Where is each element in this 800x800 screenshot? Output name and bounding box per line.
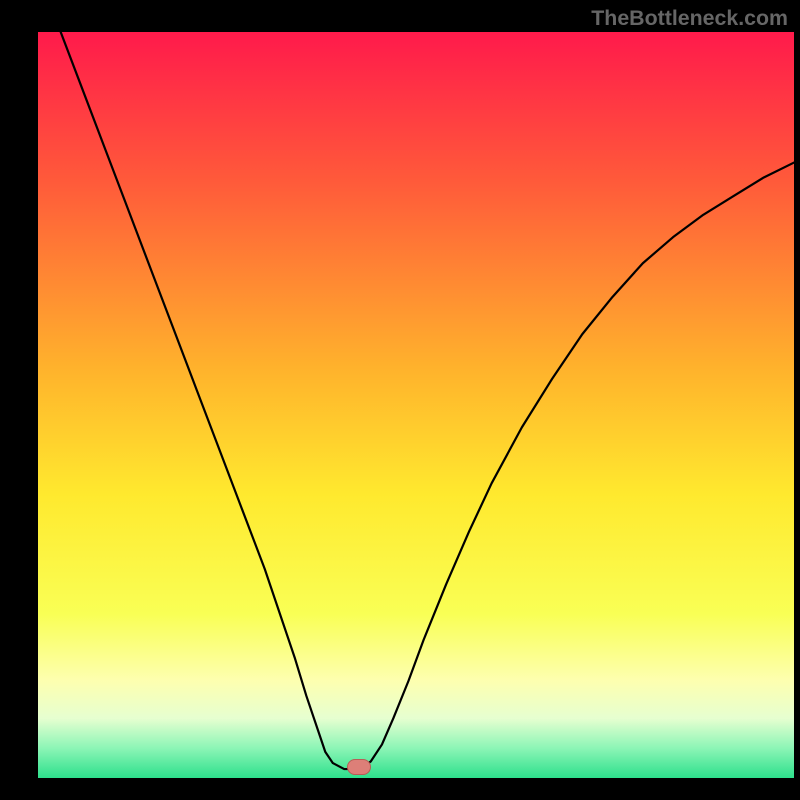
bottleneck-curve — [38, 32, 794, 778]
bottleneck-marker — [347, 759, 371, 775]
bottleneck-chart — [38, 32, 794, 778]
watermark-text: TheBottleneck.com — [591, 6, 788, 31]
